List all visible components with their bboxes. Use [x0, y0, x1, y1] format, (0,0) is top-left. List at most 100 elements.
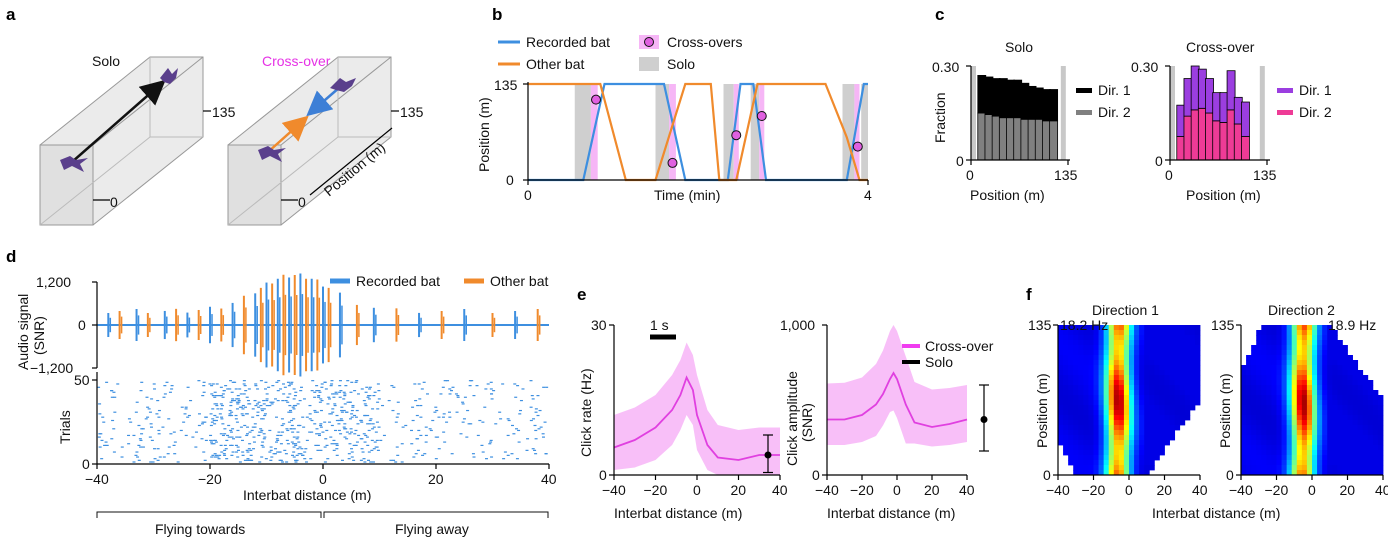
- heat-cell: [1301, 340, 1308, 346]
- heat-cell: [1342, 405, 1348, 411]
- heat-cell: [1352, 460, 1359, 466]
- heat-cell: [1362, 445, 1369, 451]
- heat-cell: [1149, 390, 1155, 396]
- crossover-marker: [731, 130, 742, 141]
- heat-cell: [1312, 430, 1318, 436]
- heat-cell: [1317, 385, 1323, 391]
- heat-cell: [1073, 450, 1079, 456]
- heat-cell: [1058, 380, 1064, 386]
- heat-cell: [1058, 425, 1064, 431]
- heat-cell: [1322, 340, 1328, 346]
- heat-cell: [1154, 380, 1160, 386]
- solo-mean-marker: [980, 416, 988, 423]
- heat-cell: [1058, 430, 1064, 436]
- heat-cell: [1246, 420, 1252, 426]
- heat-cell: [1098, 460, 1105, 466]
- heat-cell: [1327, 340, 1333, 346]
- heat-cell: [1312, 420, 1318, 426]
- heat-cell: [1134, 430, 1140, 436]
- heat-cell: [1296, 445, 1303, 451]
- heat-cell: [1093, 330, 1099, 336]
- heat-cell: [1068, 365, 1074, 371]
- heat-cell: [1113, 380, 1120, 386]
- heat-cell: [1068, 405, 1074, 411]
- heat-cell: [1063, 425, 1069, 431]
- heat-cell: [1317, 455, 1323, 461]
- heat-cell: [1123, 340, 1130, 346]
- bar-dir-1: [1241, 101, 1250, 137]
- heat-cell: [1322, 400, 1328, 406]
- heat-cell: [1312, 460, 1318, 466]
- heat-cell: [1372, 460, 1379, 466]
- heat-cell: [1327, 390, 1333, 396]
- heat-cell: [1276, 360, 1282, 366]
- heat-cell: [1058, 420, 1064, 426]
- heat-cell: [1164, 440, 1170, 446]
- heat-cell: [1098, 405, 1105, 411]
- f-ytick-0-dir2: 0: [1226, 467, 1234, 483]
- heat-cell: [1174, 340, 1181, 346]
- heat-cell: [1281, 330, 1288, 336]
- heat-cell: [1113, 355, 1120, 361]
- heat-cell: [1271, 430, 1277, 436]
- heat-cell: [1149, 400, 1155, 406]
- heat-cell: [1139, 375, 1145, 381]
- heat-cell: [1337, 445, 1343, 451]
- heat-cell: [1179, 400, 1186, 406]
- heat-cell: [1149, 430, 1155, 436]
- heat-cell: [1256, 440, 1262, 446]
- heat-cell: [1113, 395, 1120, 401]
- c-solo-title: Solo: [1005, 39, 1033, 55]
- heat-cell: [1113, 350, 1120, 356]
- heat-cell: [1058, 360, 1064, 366]
- heat-cell: [1144, 370, 1150, 376]
- heat-cell: [1312, 370, 1318, 376]
- heat-cell: [1078, 420, 1084, 426]
- heat-cell: [1083, 430, 1089, 436]
- heat-cell: [1098, 470, 1105, 476]
- heat-cell: [1266, 420, 1272, 426]
- heat-cell: [1189, 390, 1196, 396]
- heat-cell: [1078, 415, 1084, 421]
- heat-cell: [1189, 380, 1196, 386]
- heat-cell: [1149, 360, 1155, 366]
- ci-band: [827, 325, 967, 447]
- heat-cell: [1078, 460, 1084, 466]
- heat-cell: [1174, 345, 1181, 351]
- heat-cell: [1357, 370, 1364, 376]
- a-tick-135-cross: 135: [400, 104, 424, 120]
- heat-cell: [1246, 405, 1252, 411]
- heat-cell: [1301, 365, 1308, 371]
- heat-cell: [1118, 450, 1125, 456]
- heat-cell: [1286, 425, 1293, 431]
- heat-cell: [1322, 390, 1328, 396]
- heat-cell: [1093, 415, 1099, 421]
- heat-cell: [1362, 395, 1369, 401]
- heat-cell: [1083, 400, 1089, 406]
- heat-cell: [1347, 375, 1353, 381]
- heat-cell: [1327, 405, 1333, 411]
- heat-cell: [1134, 435, 1140, 441]
- heat-cell: [1159, 380, 1165, 386]
- heat-cell: [1271, 445, 1277, 451]
- heat-cell: [1291, 345, 1298, 351]
- heat-cell: [1078, 445, 1084, 451]
- heat-cell: [1261, 440, 1267, 446]
- heat-cell: [1266, 345, 1272, 351]
- heat-cell: [1377, 445, 1384, 451]
- heat-cell: [1296, 390, 1303, 396]
- heat-cell: [1118, 395, 1125, 401]
- heat-cell: [1189, 355, 1196, 361]
- heat-cell: [1144, 470, 1150, 476]
- heat-cell: [1286, 465, 1293, 471]
- heat-cell: [1281, 415, 1288, 421]
- heat-cell: [1347, 410, 1353, 416]
- heat-cell: [1251, 360, 1257, 366]
- heat-cell: [1154, 395, 1160, 401]
- heat-cell: [1291, 340, 1298, 346]
- edge-bar: [1170, 66, 1175, 160]
- heat-cell: [1164, 355, 1170, 361]
- heat-cell: [1337, 390, 1343, 396]
- heat-cell: [1144, 465, 1150, 471]
- heat-cell: [1058, 340, 1064, 346]
